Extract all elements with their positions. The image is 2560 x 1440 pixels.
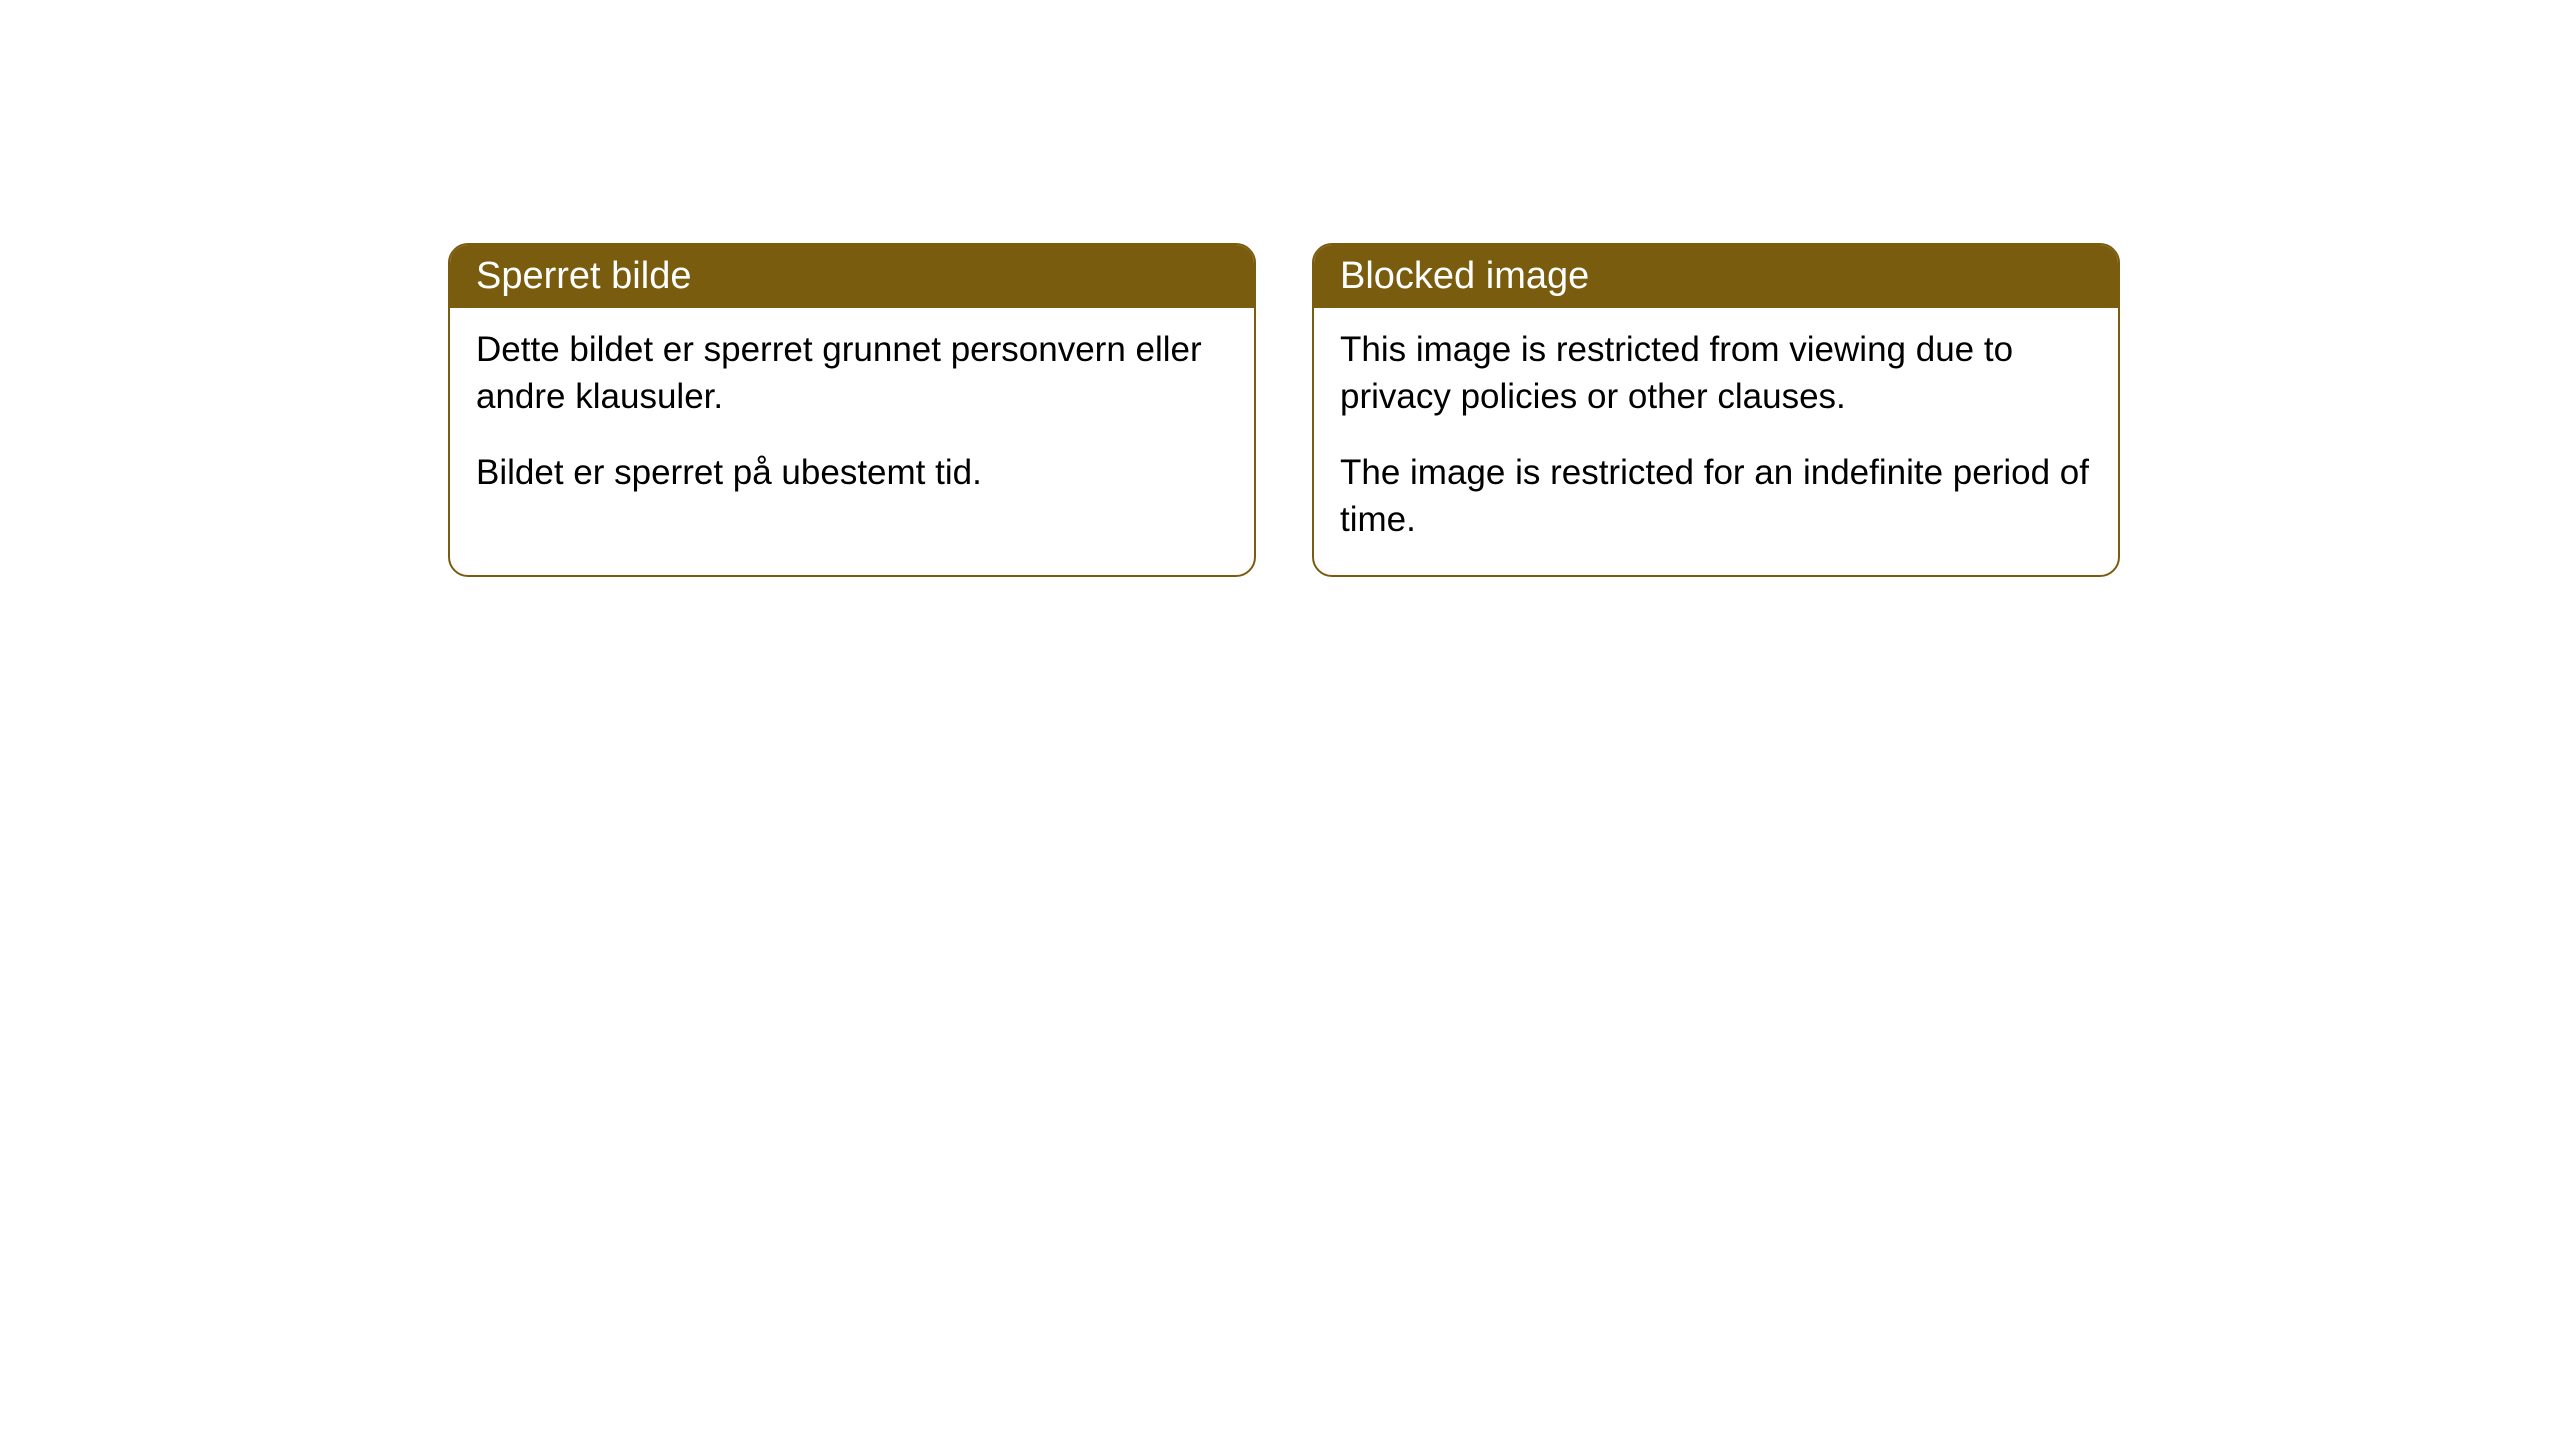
notice-cards-container: Sperret bilde Dette bildet er sperret gr… <box>448 243 2120 577</box>
card-body: Dette bildet er sperret grunnet personve… <box>450 308 1254 528</box>
blocked-image-card-english: Blocked image This image is restricted f… <box>1312 243 2120 577</box>
card-paragraph: Bildet er sperret på ubestemt tid. <box>476 449 1228 496</box>
card-title: Sperret bilde <box>476 255 691 297</box>
card-paragraph: This image is restricted from viewing du… <box>1340 326 2092 421</box>
card-body: This image is restricted from viewing du… <box>1314 308 2118 575</box>
card-title: Blocked image <box>1340 255 1589 297</box>
card-paragraph: The image is restricted for an indefinit… <box>1340 449 2092 544</box>
blocked-image-card-norwegian: Sperret bilde Dette bildet er sperret gr… <box>448 243 1256 577</box>
card-header: Blocked image <box>1314 245 2118 308</box>
card-header: Sperret bilde <box>450 245 1254 308</box>
card-paragraph: Dette bildet er sperret grunnet personve… <box>476 326 1228 421</box>
